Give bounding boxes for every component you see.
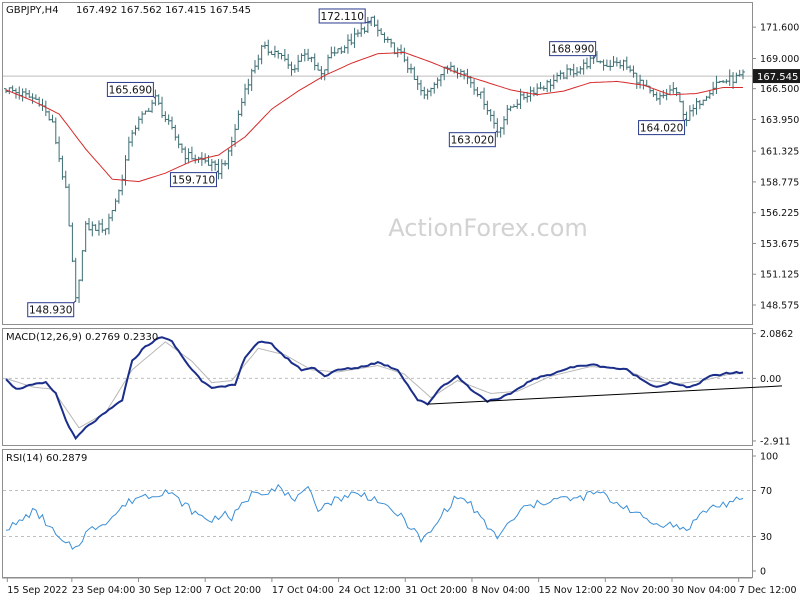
price-annotation-box — [448, 132, 496, 148]
ohlc-label: 167.492 167.562 167.415 167.545 — [76, 5, 251, 16]
x-axis-tick-label: 30 Nov 04:00 — [672, 585, 736, 596]
price-annotation-label: 164.020 — [640, 123, 683, 135]
price-annotation-label: 172.110 — [320, 11, 363, 23]
macd-series — [3, 336, 783, 441]
x-axis-tick-label: 30 Sep 12:00 — [139, 585, 202, 596]
price-annotation-box — [638, 120, 686, 136]
price-annotation-box — [106, 81, 154, 97]
macd-trendline — [427, 385, 783, 405]
price-y-tick-label: 148.575 — [760, 300, 799, 311]
price-annotation-box — [169, 172, 217, 188]
price-annotation-label: 148.930 — [29, 305, 72, 317]
current-price-tag — [753, 69, 800, 84]
price-annotation-leader — [153, 96, 156, 99]
price-annotation-box — [27, 302, 75, 318]
x-axis-tick-label: 15 Sep 2022 — [7, 585, 67, 596]
price-y-tick-label: 166.500 — [760, 84, 799, 95]
rsi-y-tick-label: 0 — [760, 567, 766, 578]
price-annotation-box — [549, 41, 597, 57]
macd-y-tick-label: -2.911 — [760, 436, 791, 447]
macd-panel-frame — [2, 328, 753, 446]
price-annotation-leader — [494, 130, 498, 134]
x-axis-tick-label: 23 Sep 04:00 — [72, 585, 135, 596]
rsi-y-tick-label: 70 — [760, 486, 772, 497]
price-annotation-leader — [73, 300, 77, 304]
rsi-y-tick-label: 30 — [760, 532, 772, 543]
rsi-line — [5, 483, 744, 550]
x-axis-tick-label: 8 Nov 04:00 — [472, 585, 530, 596]
axes: 171.600 169.000 166.500 163.950 161.325 158.7… — [2, 23, 800, 596]
x-axis-tick-label: 7 Dec 12:00 — [739, 585, 797, 596]
price-y-tick-label: 156.225 — [760, 208, 799, 219]
price-y-tick-label: 161.325 — [760, 147, 799, 158]
price-panel-frame — [2, 2, 753, 325]
price-annotation-box — [318, 8, 366, 24]
price-y-tick-label: 153.675 — [760, 239, 799, 250]
price-y-tick-label: 158.775 — [760, 177, 799, 188]
current-price-label: 167.545 — [757, 72, 798, 83]
price-y-tick-label: 169.000 — [760, 54, 799, 65]
rsi-title: RSI(14) 60.2879 — [6, 453, 87, 464]
price-y-tick-label: 171.600 — [760, 23, 799, 34]
x-axis-tick-label: 15 Nov 12:00 — [539, 585, 603, 596]
x-axis-tick-label: 31 Oct 20:00 — [405, 585, 467, 596]
price-y-tick-label: 163.950 — [760, 115, 799, 126]
x-axis-tick-label: 24 Oct 12:00 — [339, 585, 401, 596]
price-annotation-label: 163.020 — [451, 135, 494, 147]
macd-line — [5, 336, 744, 441]
price-annotation-label: 165.690 — [109, 84, 152, 96]
macd-y-tick-label: 2.0862 — [760, 329, 793, 340]
x-axis-tick-label: 7 Oct 20:00 — [205, 585, 261, 596]
price-annotation-label: 159.710 — [172, 175, 215, 187]
price-annotation-leader — [216, 170, 219, 173]
macd-title: MACD(12,26,9) 0.2769 0.2330 — [6, 332, 158, 343]
x-axis-tick-label: 22 Nov 20:00 — [605, 585, 669, 596]
watermark: ActionForex.com — [388, 214, 588, 242]
macd-y-tick-label: 0.00 — [760, 374, 781, 385]
rsi-series — [3, 483, 752, 550]
rsi-panel-frame — [2, 449, 753, 578]
rsi-y-tick-label: 100 — [760, 452, 778, 463]
symbol-label: GBPJPY,H4 — [6, 5, 59, 16]
price-annotation-leader — [684, 118, 687, 121]
moving-average-line — [5, 51, 743, 183]
price-annotation-leader — [365, 20, 372, 24]
price-annotation-leader — [593, 55, 597, 59]
price-y-tick-label: 151.125 — [760, 270, 799, 281]
x-axis-tick-label: 17 Oct 04:00 — [272, 585, 334, 596]
macd-signal-line — [5, 341, 744, 429]
price-series: 172.110 165.690 159.710 148.930 163.020 168.9… — [3, 8, 752, 318]
price-annotation-label: 168.990 — [551, 44, 594, 56]
